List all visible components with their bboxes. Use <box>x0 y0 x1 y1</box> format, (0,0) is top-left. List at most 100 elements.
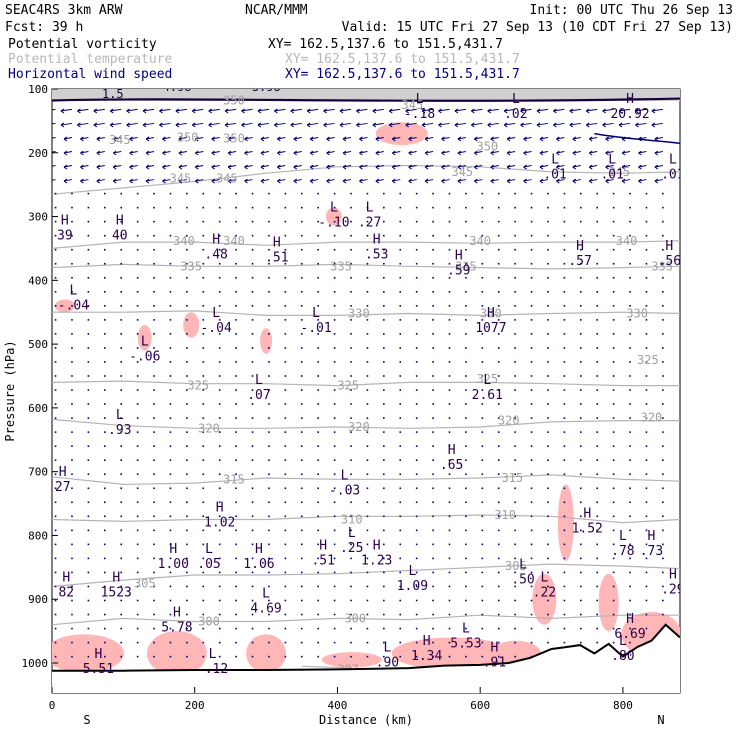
wind-dot <box>153 515 155 518</box>
wind-dot <box>218 627 221 630</box>
wind-dot <box>235 655 237 658</box>
wind-dot <box>136 487 139 490</box>
wind-dot <box>399 431 402 433</box>
theta-label: 345 <box>451 165 473 179</box>
theta-label: 315 <box>501 471 523 485</box>
wind-arrowhead <box>490 136 495 142</box>
wind-arrowhead <box>178 150 183 156</box>
wind-arrow <box>129 179 138 182</box>
wind-dot <box>169 585 172 588</box>
hl-marker-letter: H <box>61 213 69 228</box>
wind-dot <box>514 445 516 447</box>
hl-marker-letter: L <box>255 373 263 388</box>
wind-dot <box>547 613 549 616</box>
theta-label: 345 <box>402 98 424 112</box>
wind-dot <box>629 403 631 405</box>
wind-arrow <box>310 179 319 182</box>
wind-dot <box>120 445 123 447</box>
wind-dot <box>87 206 90 209</box>
theta-label: 340 <box>616 234 638 248</box>
wind-dot <box>415 333 418 335</box>
wind-dot <box>350 389 352 391</box>
wind-dot <box>153 361 155 363</box>
wind-dot <box>629 627 631 630</box>
wind-dot <box>300 641 303 644</box>
wind-dot <box>186 641 188 644</box>
wind-dot <box>169 389 172 391</box>
wind-dot <box>596 571 599 574</box>
wind-dot <box>465 543 467 546</box>
wind-dot <box>202 599 205 602</box>
wind-arrowhead <box>391 178 396 184</box>
wind-arrow <box>507 165 516 168</box>
x-tick-label: 600 <box>470 699 490 712</box>
wind-dot <box>202 529 205 532</box>
wind-arrowhead <box>80 164 84 170</box>
wind-dot <box>169 501 172 504</box>
wind-arrow <box>539 179 549 182</box>
hl-marker-value: .01 <box>600 168 623 183</box>
wind-dot <box>71 417 73 419</box>
wind-dot <box>202 347 205 349</box>
wind-arrow <box>605 165 614 168</box>
wind-arrowhead <box>539 164 544 170</box>
wind-dot <box>153 333 155 335</box>
wind-arrowhead <box>260 150 265 156</box>
wind-arrow <box>93 108 105 112</box>
wind-arrowhead <box>474 150 478 156</box>
wind-dot <box>448 515 451 518</box>
wind-arrowhead <box>556 178 560 184</box>
wind-arrowhead <box>293 178 298 184</box>
wind-dot <box>629 487 631 490</box>
wind-dot <box>629 501 631 504</box>
wind-dot <box>350 599 352 602</box>
wind-arrowhead <box>326 164 330 170</box>
wind-dot <box>514 585 516 588</box>
wind-dot <box>333 487 336 490</box>
wind-dot <box>169 529 172 532</box>
wind-arrowhead <box>48 179 51 183</box>
wind-arrow <box>356 108 368 112</box>
wind-dot <box>481 515 484 518</box>
hl-marker-value: .01 <box>543 168 566 183</box>
wind-arrow <box>93 122 105 126</box>
wind-arrowhead <box>441 150 445 156</box>
wind-dot <box>497 515 500 518</box>
wind-dot <box>169 571 172 574</box>
wind-arrow <box>602 122 614 126</box>
wind-dot <box>268 543 270 546</box>
wind-dot <box>268 347 270 349</box>
wind-dot <box>563 305 566 307</box>
wind-arrowhead <box>523 178 527 184</box>
wind-arrow <box>145 151 155 154</box>
wind-dot <box>284 571 287 574</box>
wind-arrow <box>307 108 319 112</box>
wind-arrowhead <box>129 178 133 184</box>
wind-arrow <box>621 179 631 182</box>
wind-dot <box>629 473 631 476</box>
wind-dot <box>366 375 369 377</box>
wind-arrow <box>651 122 663 126</box>
wind-dot <box>71 333 73 335</box>
wind-dot <box>268 473 270 476</box>
hl-marker-letter: H <box>455 248 463 263</box>
wind-dot <box>366 220 369 223</box>
wind-dot <box>399 305 402 307</box>
wind-arrowhead <box>487 122 492 128</box>
wind-dot <box>432 655 434 658</box>
wind-arrowhead <box>454 108 459 114</box>
wind-dot <box>481 417 484 419</box>
wind-dot <box>465 431 467 433</box>
wind-arrowhead <box>588 150 593 156</box>
wind-dot <box>530 220 533 223</box>
hl-marker-value: .29 <box>661 582 684 597</box>
wind-dot <box>136 192 139 195</box>
pv-blob <box>52 634 125 673</box>
wind-arrow <box>293 165 302 168</box>
wind-dot <box>432 459 434 461</box>
wind-arrowhead <box>569 122 574 128</box>
wind-arrowhead <box>96 178 101 184</box>
wind-dot <box>662 403 664 405</box>
y-tick-label: 400 <box>28 274 48 287</box>
